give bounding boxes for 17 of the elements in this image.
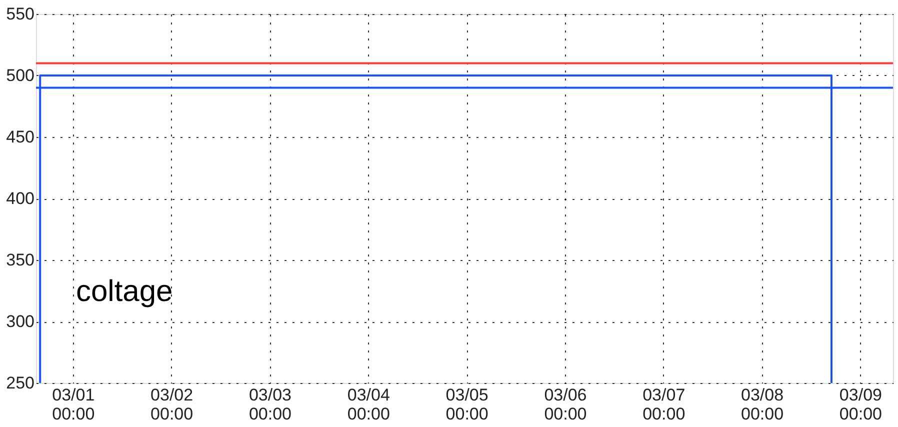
- annotation: coltage: [76, 275, 173, 308]
- y-tick-label: 250: [6, 374, 34, 392]
- x-tick-label: 03/08 00:00: [741, 386, 784, 424]
- y-tick-label: 500: [6, 66, 34, 85]
- x-tick-label: 03/05 00:00: [446, 386, 488, 424]
- x-tick-label: 03/01 00:00: [52, 386, 95, 424]
- y-tick-label: 550: [6, 4, 34, 24]
- x-tick-label: 03/02 00:00: [150, 386, 194, 424]
- y-tick-label: 450: [6, 128, 34, 146]
- y-tick-label: 400: [6, 189, 34, 208]
- x-tick-label: 03/06 00:00: [544, 386, 587, 424]
- y-tick-label: 300: [6, 312, 34, 331]
- y-tick-label: 350: [6, 250, 34, 270]
- x-tick-label: 03/03 00:00: [248, 386, 292, 424]
- x-tick-label: 03/04 00:00: [347, 386, 390, 424]
- x-tick-label: 03/07 00:00: [642, 386, 686, 424]
- x-tick-label: 03/09 00:00: [839, 386, 882, 424]
